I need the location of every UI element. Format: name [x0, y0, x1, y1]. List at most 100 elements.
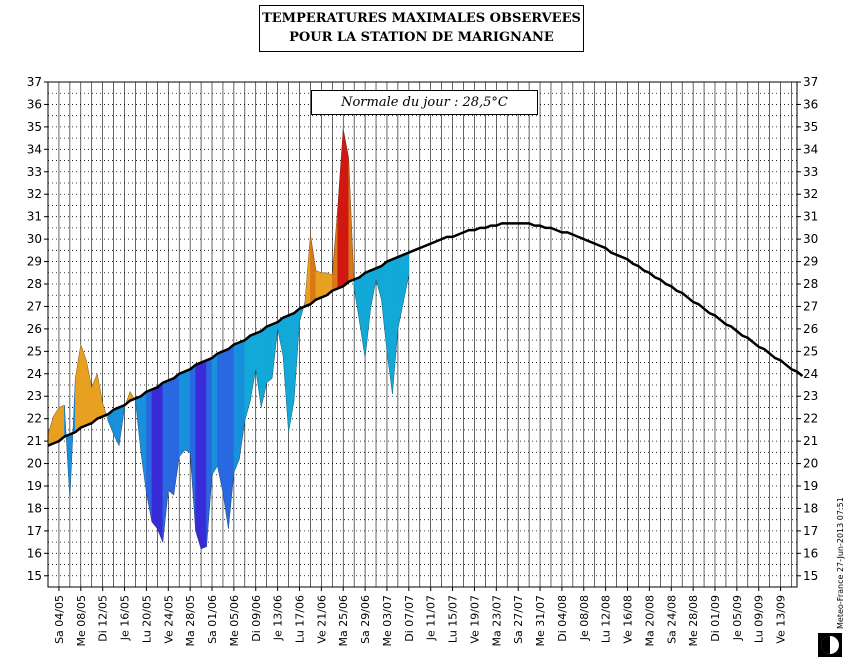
x-tick-label: Sa 01/06 — [206, 595, 219, 644]
x-tick-label: Ve 19/07 — [468, 595, 481, 644]
normal-line — [47, 222, 804, 447]
anomaly-segment — [211, 353, 218, 476]
y-tick-label-right: 22 — [803, 412, 818, 426]
anomaly-segment — [282, 315, 289, 433]
x-tick-label: Ma 20/08 — [643, 595, 656, 646]
chart-title-line-2: POUR LA STATION DE MARIGNANE — [289, 30, 554, 45]
x-tick-label: Di 07/07 — [403, 595, 416, 642]
y-tick-label-left: 37 — [27, 75, 42, 89]
x-tick-label: Me 05/06 — [228, 595, 241, 646]
x-tick-label: Sa 24/08 — [665, 595, 678, 644]
plot-frame — [47, 81, 798, 588]
anomaly-segment — [151, 386, 158, 530]
anomaly-segment — [53, 406, 60, 444]
y-tick-label-left: 33 — [27, 165, 42, 179]
anomaly-segment — [184, 368, 191, 453]
x-tick-label: Me 28/08 — [687, 595, 700, 646]
x-tick-label: Ve 24/05 — [162, 595, 175, 644]
y-tick-label-left: 28 — [27, 277, 42, 291]
x-tick-label: Di 09/06 — [250, 595, 263, 642]
x-tick-label: Lu 12/08 — [600, 595, 613, 643]
anomaly-segment — [86, 360, 92, 426]
anomaly-segment — [403, 252, 410, 303]
y-tick-label-right: 25 — [803, 344, 818, 358]
y-tick-label-right: 24 — [803, 367, 818, 381]
y-tick-label-left: 24 — [27, 367, 42, 381]
x-tick-label: Je 11/07 — [425, 595, 438, 641]
anomaly-segment — [200, 359, 207, 550]
y-tick-label-right: 36 — [803, 97, 818, 111]
anomaly-segment — [233, 341, 240, 473]
y-tick-label-right: 23 — [803, 389, 818, 403]
x-tick-label: Ma 28/05 — [184, 595, 197, 646]
anomaly-segment — [206, 357, 213, 547]
chart-title-line-1: TEMPERATURES MAXIMALES OBSERVEES — [262, 11, 581, 26]
x-tick-label: Ve 21/06 — [315, 595, 328, 644]
x-tick-label: Je 13/06 — [272, 595, 285, 641]
y-axis-right: 15 16 17 18 19 20 21 22 23 24 25 26 27 28 29 30 31 32 33 34… — [797, 75, 818, 583]
x-tick-label: Je 08/08 — [578, 595, 591, 641]
anomaly-segment — [75, 344, 82, 433]
y-tick-label-right: 21 — [803, 434, 818, 448]
y-tick-label-left: 17 — [27, 524, 42, 538]
anomaly-segment — [157, 382, 164, 543]
y-tick-label-left: 19 — [27, 479, 42, 493]
y-tick-label-right: 37 — [803, 75, 818, 89]
anomaly-segment — [244, 335, 251, 421]
x-tick-label: Di 04/08 — [556, 595, 569, 642]
y-tick-label-left: 16 — [27, 546, 42, 560]
anomaly-segment — [146, 389, 153, 522]
anomaly-segment — [392, 256, 399, 394]
y-tick-label-left: 15 — [27, 569, 42, 583]
y-tick-label-right: 30 — [803, 232, 818, 246]
y-tick-label-left: 30 — [27, 232, 42, 246]
y-tick-label-right: 35 — [803, 120, 818, 134]
x-tick-label: Lu 17/06 — [293, 595, 306, 643]
y-tick-label-right: 17 — [803, 524, 818, 538]
y-tick-label-right: 15 — [803, 569, 818, 583]
x-tick-label: Di 12/05 — [97, 595, 110, 642]
y-tick-label-right: 26 — [803, 322, 818, 336]
y-tick-label-left: 32 — [27, 187, 42, 201]
y-tick-label-left: 18 — [27, 501, 42, 515]
y-tick-label-left: 29 — [27, 255, 42, 269]
anomaly-segment — [222, 348, 229, 529]
y-tick-label-right: 20 — [803, 457, 818, 471]
anomaly-segment — [250, 333, 257, 401]
y-tick-label-right: 27 — [803, 299, 818, 313]
plot-grid — [47, 81, 797, 587]
x-tick-label: Me 08/05 — [75, 595, 88, 646]
credit-text: Meteo-France 27-Jun-2013 07:51 — [836, 497, 845, 629]
y-tick-label-left: 25 — [27, 344, 42, 358]
anomaly-segment — [140, 391, 147, 493]
anomaly-segment — [266, 324, 273, 384]
y-tick-label-left: 27 — [27, 299, 42, 313]
y-tick-label-right: 31 — [803, 210, 818, 224]
anomaly-segment — [337, 129, 344, 289]
anomaly-segment — [195, 362, 202, 549]
y-tick-label-left: 21 — [27, 434, 42, 448]
anomaly-segment — [370, 267, 377, 309]
y-tick-label-left: 20 — [27, 457, 42, 471]
anomaly-segment — [359, 272, 366, 359]
anomaly-segment — [315, 270, 322, 301]
y-tick-label-right: 29 — [803, 255, 818, 269]
x-tick-label: Lu 15/07 — [447, 595, 460, 643]
anomaly-segment — [168, 377, 174, 496]
chart-title-box: TEMPERATURES MAXIMALES OBSERVEES POUR LA… — [259, 5, 584, 52]
y-tick-label-left: 22 — [27, 412, 42, 426]
x-tick-label: Ma 25/06 — [337, 595, 350, 646]
x-tick-label: Sa 04/05 — [53, 595, 66, 644]
y-tick-label-right: 34 — [803, 142, 818, 156]
y-tick-label-right: 19 — [803, 479, 818, 493]
anomaly-segment — [217, 350, 224, 493]
anomaly-segment — [310, 234, 317, 305]
x-axis-labels: Sa 04/05 Me 08/05 Di 12/05 Je 16/05 Lu 20/05… — [53, 587, 788, 646]
y-tick-label-right: 32 — [803, 187, 818, 201]
anomaly-segment — [189, 364, 196, 531]
anomaly-segment — [178, 371, 185, 458]
anomaly-segment — [277, 317, 284, 356]
y-tick-label-left: 23 — [27, 389, 42, 403]
x-tick-label: Sa 27/07 — [512, 595, 525, 644]
series-lines — [47, 129, 804, 550]
